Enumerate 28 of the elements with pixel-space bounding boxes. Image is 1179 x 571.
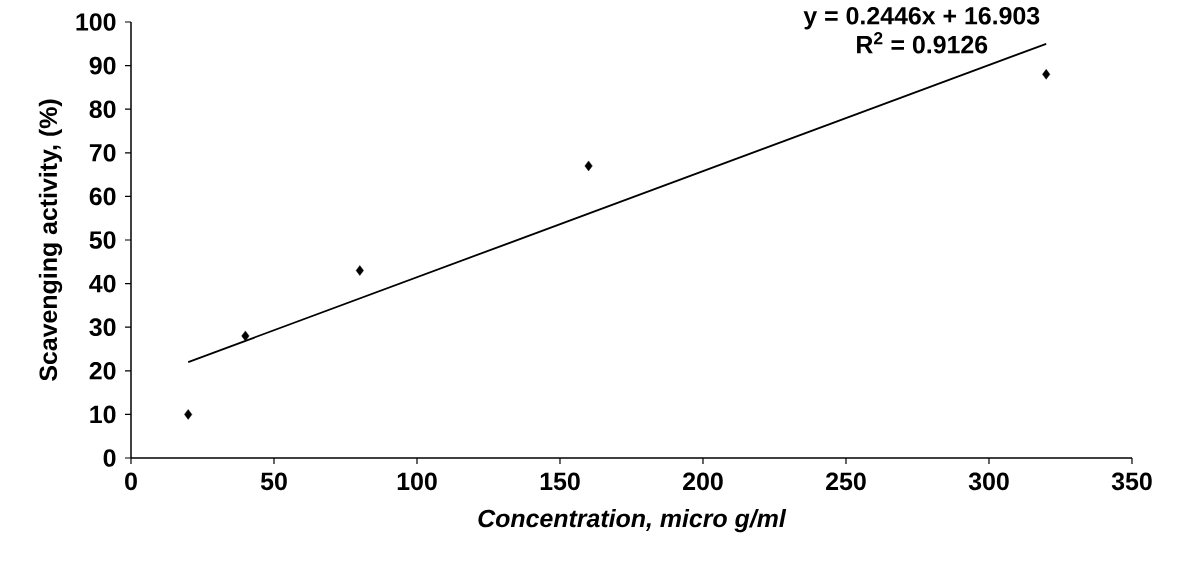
point — [241, 330, 250, 342]
annotation: R$^{2}$ = 0.9126 — [857, 32, 988, 54]
x-tick-label: 300 — [968, 472, 1009, 491]
annotation: y = 0.2446x + 16.903 — [803, 6, 1040, 30]
x-axis-title: Concentration, micro g/ml — [478, 508, 787, 533]
y-tick-label: 90 — [89, 56, 116, 75]
y-tick-label: 70 — [89, 143, 116, 162]
y-tick-label: 0 — [103, 449, 116, 467]
y-tick-label: 30 — [89, 318, 116, 337]
x-tick-label: 50 — [260, 472, 287, 491]
y-tick-label: 60 — [89, 187, 116, 206]
y-tick-label: 100 — [76, 13, 116, 31]
y-tick-label: 50 — [89, 231, 116, 249]
y-tick-label: 20 — [89, 361, 116, 380]
x-tick-label: 0 — [125, 472, 137, 491]
y-tick-label: 40 — [89, 274, 116, 293]
x-tick-label: 200 — [683, 472, 723, 491]
point — [584, 160, 593, 172]
x-tick-label: 350 — [1111, 472, 1152, 491]
point — [355, 265, 364, 276]
point — [184, 409, 193, 420]
y-axis-title: Scavenging activity, (%) — [38, 99, 63, 381]
y-tick-label: 80 — [89, 100, 116, 119]
x-tick-label: 150 — [540, 472, 580, 491]
x-tick-label: 100 — [397, 472, 437, 491]
x-tick-label: 250 — [826, 472, 866, 491]
y-tick-label: 10 — [90, 405, 116, 424]
point — [1042, 69, 1051, 80]
